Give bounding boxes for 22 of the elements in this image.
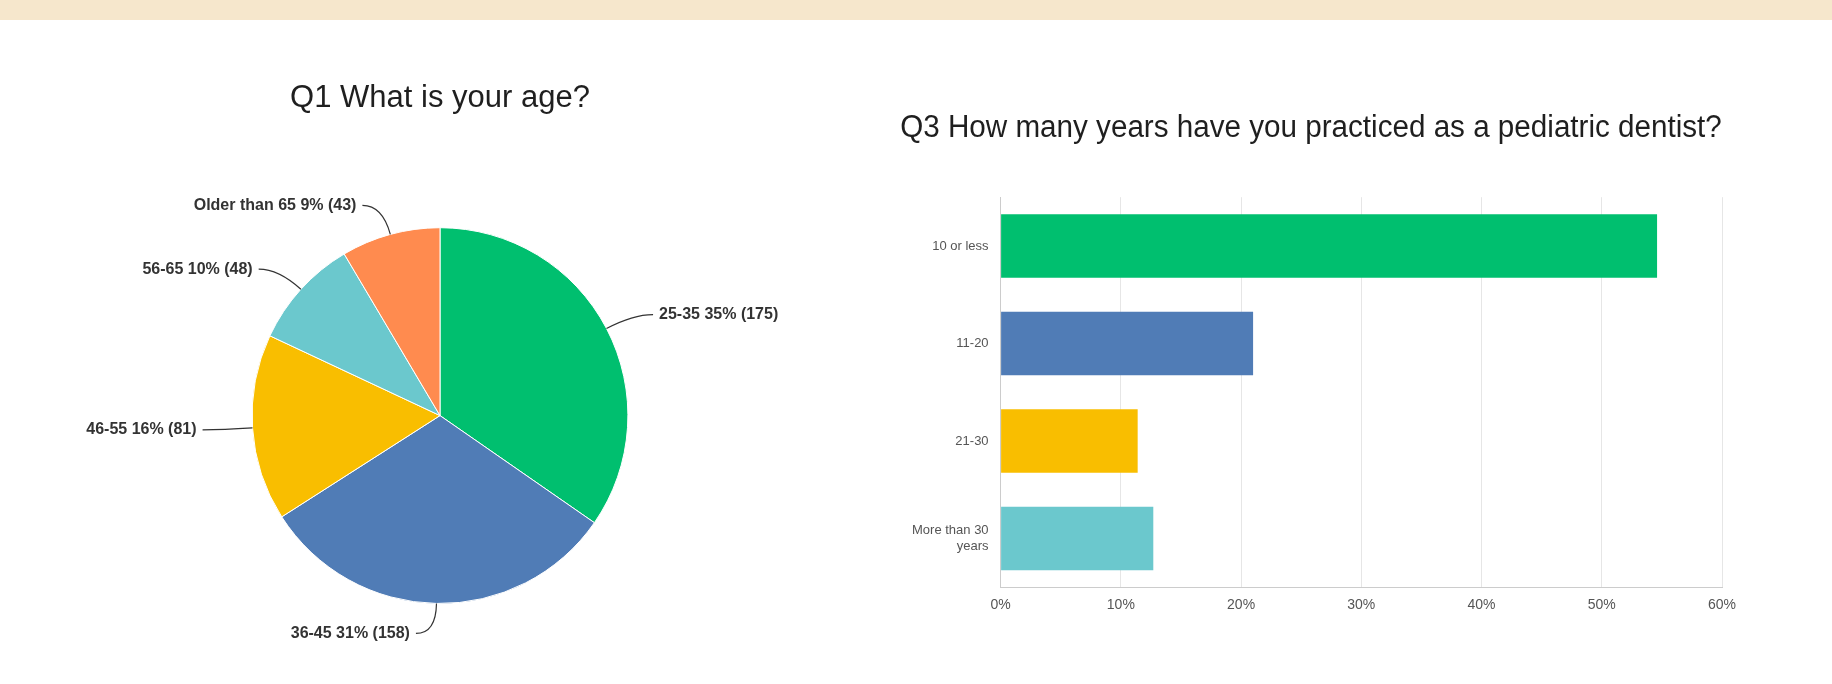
slice-label: 56-65 10% (48): [142, 259, 253, 277]
y-tick-label: More than 30 years: [911, 522, 990, 553]
bar: [1001, 214, 1658, 278]
chart-title: Q3 How many years have you practiced as a pediatric dentist?: [900, 109, 1722, 144]
y-tick-label: 10 or less: [932, 237, 990, 253]
x-tick-label: 30%: [1347, 596, 1376, 613]
bar: [1001, 506, 1154, 571]
bar: [1001, 311, 1254, 376]
x-tick-label: 20%: [1227, 596, 1256, 613]
x-tick-label: 50%: [1587, 596, 1616, 613]
x-tick-label: 60%: [1707, 596, 1737, 613]
bar: [1001, 409, 1138, 473]
y-tick-label: 11-20: [956, 335, 989, 351]
slice-label: 25-35 35% (175): [659, 304, 779, 322]
x-tick-label: 0%: [990, 596, 1011, 613]
y-tick-label: 21-30: [955, 432, 989, 448]
chart-title: Q1 What is your age?: [290, 79, 590, 115]
x-tick-label: 10%: [1106, 596, 1135, 613]
x-tick-label: 40%: [1467, 596, 1496, 613]
slice-label: 46-55 16% (81): [86, 420, 197, 438]
slice-label: 36-45 31% (158): [290, 623, 410, 641]
slice-label: Older than 65 9% (43): [193, 195, 357, 213]
